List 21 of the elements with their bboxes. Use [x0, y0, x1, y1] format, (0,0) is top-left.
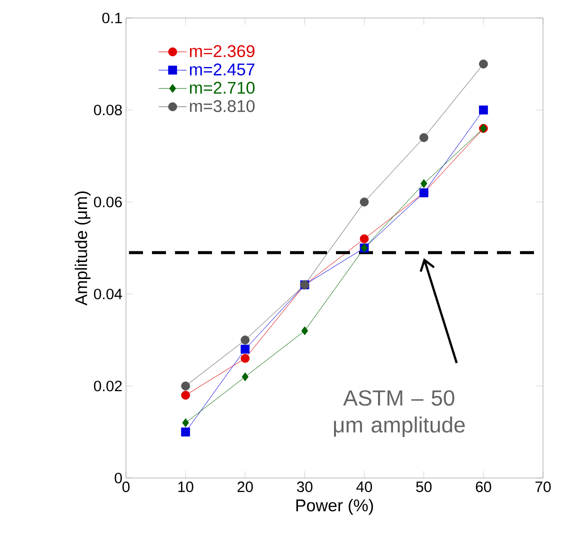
- x-tick-label: 50: [416, 482, 432, 492]
- x-axis-title: Power (%): [296, 498, 373, 515]
- y-tick-label: 0.1: [102, 12, 122, 24]
- x-tick-label: 60: [476, 482, 492, 492]
- legend-label: m=2.710: [190, 82, 255, 94]
- x-tick-label: 0: [122, 482, 130, 492]
- legend-label: m=3.810: [190, 100, 255, 112]
- x-tick-label: 70: [535, 482, 551, 492]
- x-tick-label: 40: [356, 482, 372, 492]
- x-tick-label: 30: [296, 482, 312, 492]
- x-tick-label: 10: [178, 482, 194, 492]
- y-tick-label: 0.04: [94, 288, 122, 300]
- legend-label: m=2.369: [190, 45, 254, 58]
- legend-label: m=2.457: [190, 63, 254, 76]
- x-tick-label: 20: [238, 482, 253, 492]
- y-tick-label: 0: [114, 472, 122, 484]
- y-tick-label: 0.06: [94, 196, 122, 208]
- y-tick-label: 0.02: [94, 380, 122, 392]
- y-tick-label: 0.08: [94, 104, 122, 116]
- annotation: ASTM – 50 μm amplitude: [334, 390, 465, 437]
- y-axis-title: Amplitude (μm): [74, 191, 91, 306]
